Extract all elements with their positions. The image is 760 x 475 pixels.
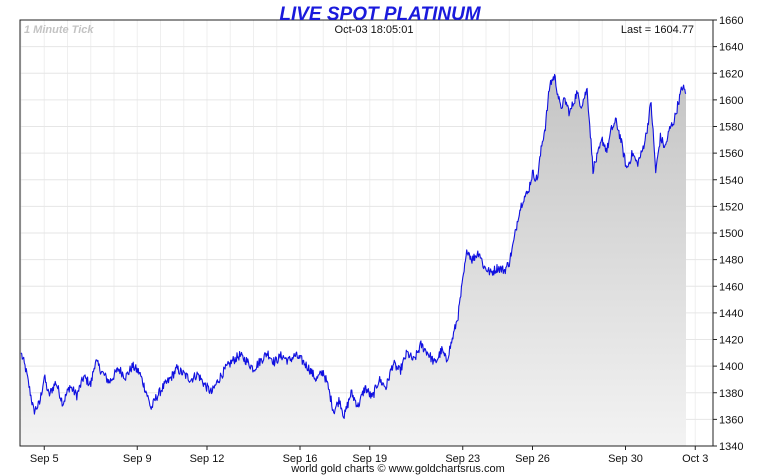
y-tick-label: 1540	[719, 175, 743, 187]
price-area	[21, 74, 686, 447]
x-tick-label: Oct 3	[682, 453, 708, 465]
y-tick-label: 1560	[719, 148, 743, 160]
timestamp: Oct-03 18:05:01	[335, 24, 414, 36]
y-tick-label: 1400	[719, 361, 743, 373]
last-price: Last = 1604.77	[621, 24, 694, 36]
y-axis: 1340 1360 1380 1400 1420 1440 1460 1480 1500 1520…	[713, 15, 743, 453]
tick-interval-label: 1 Minute Tick	[24, 24, 94, 36]
y-tick-label: 1640	[719, 42, 743, 54]
x-tick-label: Sep 12	[190, 453, 225, 465]
x-tick-label: Sep 30	[608, 453, 643, 465]
price-line	[20, 73, 687, 419]
y-tick-label: 1500	[719, 228, 743, 240]
y-tick-label: 1440	[719, 308, 743, 320]
y-tick-label: 1660	[719, 15, 743, 27]
y-tick-label: 1380	[719, 388, 743, 400]
y-tick-label: 1600	[719, 95, 743, 107]
y-tick-label: 1480	[719, 255, 743, 267]
x-tick-label: Sep 9	[123, 453, 152, 465]
x-tick-label: Sep 19	[352, 453, 387, 465]
x-tick-label: Sep 16	[283, 453, 318, 465]
x-tick-label: Sep 23	[445, 453, 480, 465]
chart-title: LIVE SPOT PLATINUM	[279, 4, 481, 25]
y-tick-label: 1340	[719, 441, 743, 453]
y-tick-label: 1620	[719, 68, 743, 80]
y-tick-label: 1580	[719, 122, 743, 134]
y-tick-label: 1460	[719, 281, 743, 293]
y-tick-label: 1520	[719, 201, 743, 213]
y-tick-label: 1360	[719, 414, 743, 426]
x-axis: Sep 5 Sep 9 Sep 12 Sep 16 Sep 19 Sep 23 Sep 26…	[30, 446, 708, 465]
footer-credit: world gold charts © www.goldchartsrus.co…	[290, 463, 505, 475]
x-tick-label: Sep 26	[515, 453, 550, 465]
y-tick-label: 1420	[719, 335, 743, 347]
x-tick-label: Sep 5	[30, 453, 59, 465]
